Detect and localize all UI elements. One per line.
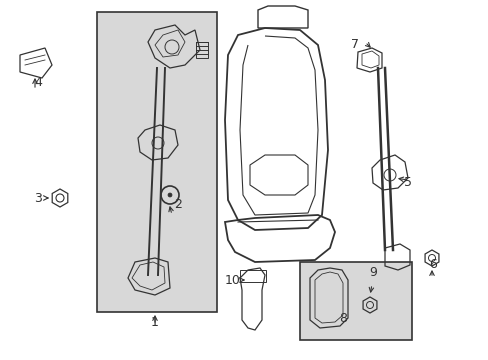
Text: 6: 6 — [428, 257, 436, 270]
Circle shape — [168, 193, 172, 197]
Text: 3: 3 — [34, 192, 42, 204]
Text: 7: 7 — [350, 39, 358, 51]
Text: 8: 8 — [338, 311, 346, 324]
Bar — [97, 12, 217, 312]
Bar — [196, 42, 207, 58]
Bar — [299, 262, 411, 340]
Text: 2: 2 — [174, 198, 182, 211]
Text: 1: 1 — [151, 315, 159, 328]
Text: 10: 10 — [224, 274, 241, 287]
Text: 4: 4 — [34, 76, 42, 89]
Text: 5: 5 — [403, 176, 411, 189]
Text: 9: 9 — [368, 266, 376, 279]
